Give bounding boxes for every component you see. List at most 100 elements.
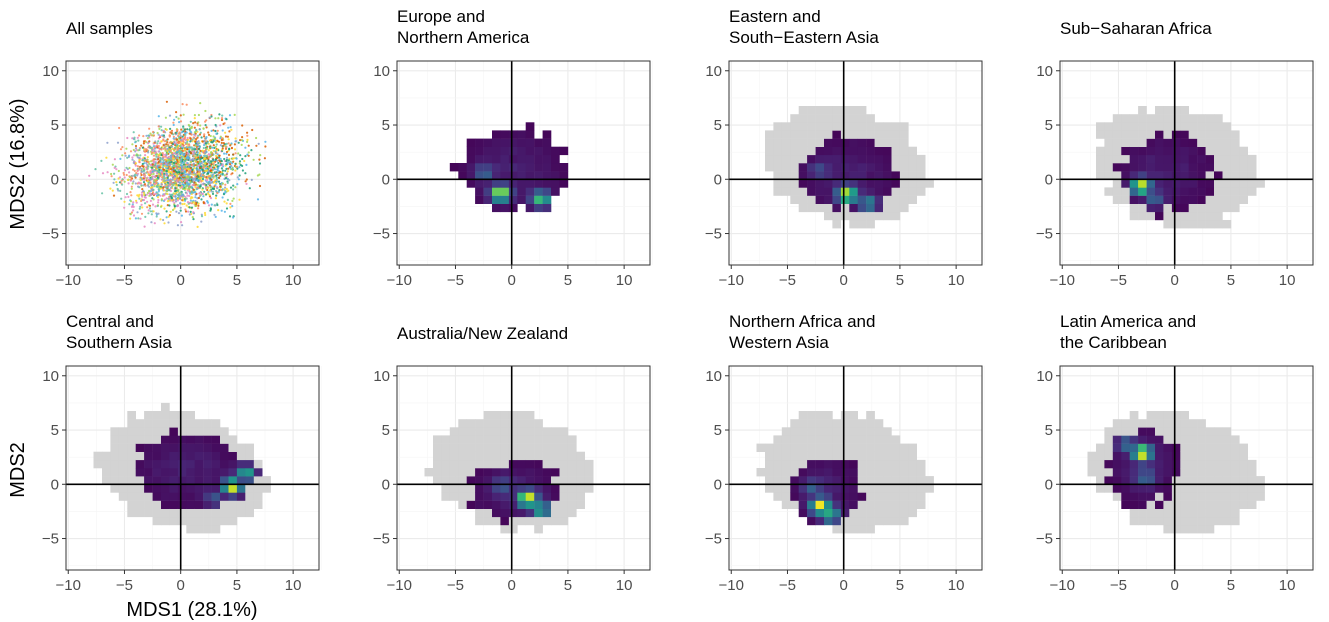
scatter-point — [154, 162, 157, 166]
scatter-point — [130, 185, 133, 188]
density-cell — [1171, 187, 1181, 196]
scatter-point — [222, 122, 225, 126]
scatter-point — [181, 135, 184, 138]
density-cell — [849, 492, 858, 501]
background-cell — [916, 492, 926, 501]
scatter-point — [174, 131, 177, 134]
background-cell — [798, 427, 808, 436]
density-cell — [475, 171, 484, 180]
scatter-point — [192, 177, 195, 180]
background-cell — [1222, 435, 1232, 444]
background-cell — [908, 500, 917, 509]
density-cell — [169, 451, 179, 461]
density-cell — [807, 171, 816, 180]
scatter-point — [184, 135, 187, 139]
background-cell — [1256, 476, 1265, 485]
background-cell — [1146, 114, 1156, 123]
density-cell — [832, 195, 842, 204]
scatter-point — [200, 136, 203, 139]
density-cell — [144, 468, 153, 477]
density-cell — [1163, 468, 1173, 477]
density-cell — [508, 484, 518, 493]
density-cell — [798, 476, 808, 485]
background-cell — [118, 459, 128, 469]
density-cell — [849, 146, 858, 156]
background-cell — [1180, 468, 1189, 477]
background-cell — [815, 435, 825, 444]
scatter-point — [177, 179, 180, 182]
background-cell — [500, 411, 510, 420]
scatter-point — [134, 182, 137, 185]
y-tick-label: 5 — [714, 422, 722, 439]
background-cell — [1239, 154, 1248, 164]
background-cell — [840, 211, 850, 221]
density-cell — [1112, 435, 1122, 444]
density-cell — [866, 195, 875, 204]
density-cell — [211, 443, 221, 452]
background-cell — [1155, 419, 1164, 428]
scatter-point — [192, 122, 195, 125]
background-cell — [458, 427, 467, 436]
scatter-point — [219, 164, 222, 167]
scatter-point — [225, 167, 228, 170]
panel-title: Northern America — [397, 28, 530, 47]
scatter-point — [119, 189, 122, 192]
background-cell — [1205, 171, 1215, 180]
density-cell — [466, 163, 476, 172]
background-cell — [899, 179, 909, 188]
scatter-point — [187, 183, 191, 186]
y-tick-label: 0 — [714, 171, 722, 188]
density-cell — [152, 468, 162, 477]
density-cell — [534, 476, 543, 485]
background-cell — [1146, 130, 1156, 139]
scatter-point — [161, 134, 164, 137]
background-cell — [857, 435, 867, 444]
density-cell — [211, 500, 221, 509]
background-cell — [1138, 106, 1147, 115]
density-cell — [1163, 443, 1173, 452]
density-cell — [186, 476, 195, 485]
scatter-point — [174, 173, 177, 176]
background-cell — [798, 106, 808, 115]
density-cell — [1121, 484, 1130, 493]
x-tick-label: 0 — [840, 577, 848, 594]
scatter-point — [206, 175, 209, 178]
scatter-point — [210, 163, 213, 166]
scatter-point — [189, 178, 192, 181]
density-cell — [1197, 195, 1206, 204]
scatter-point — [137, 217, 140, 220]
x-tick-label: 0 — [1171, 577, 1179, 594]
background-cell — [508, 411, 518, 420]
scatter-point — [171, 151, 174, 155]
density-cell — [824, 195, 833, 204]
background-cell — [1256, 179, 1265, 188]
density-cell — [211, 451, 221, 461]
density-cell — [1146, 459, 1156, 469]
background-cell — [883, 443, 892, 452]
background-cell — [1180, 525, 1189, 534]
background-cell — [559, 427, 569, 436]
scatter-point — [237, 152, 240, 155]
background-cell — [1112, 419, 1122, 428]
background-cell — [1087, 459, 1097, 469]
scatter-point — [186, 162, 189, 165]
density-cell — [1188, 171, 1198, 180]
scatter-point — [241, 169, 244, 172]
density-cell — [832, 484, 842, 493]
scatter-point — [238, 198, 241, 201]
background-cell — [781, 492, 791, 501]
background-cell — [1247, 187, 1257, 196]
scatter-point — [197, 164, 201, 167]
background-cell — [1129, 130, 1139, 139]
background-cell — [517, 411, 526, 420]
scatter-point — [157, 198, 160, 202]
background-cell — [891, 435, 901, 444]
scatter-point — [153, 182, 157, 185]
background-cell — [916, 179, 926, 188]
background-cell — [765, 138, 774, 147]
background-cell — [798, 419, 808, 428]
scatter-point — [222, 193, 226, 196]
background-cell — [1247, 171, 1257, 180]
background-cell — [916, 163, 926, 172]
density-cell — [883, 179, 892, 188]
